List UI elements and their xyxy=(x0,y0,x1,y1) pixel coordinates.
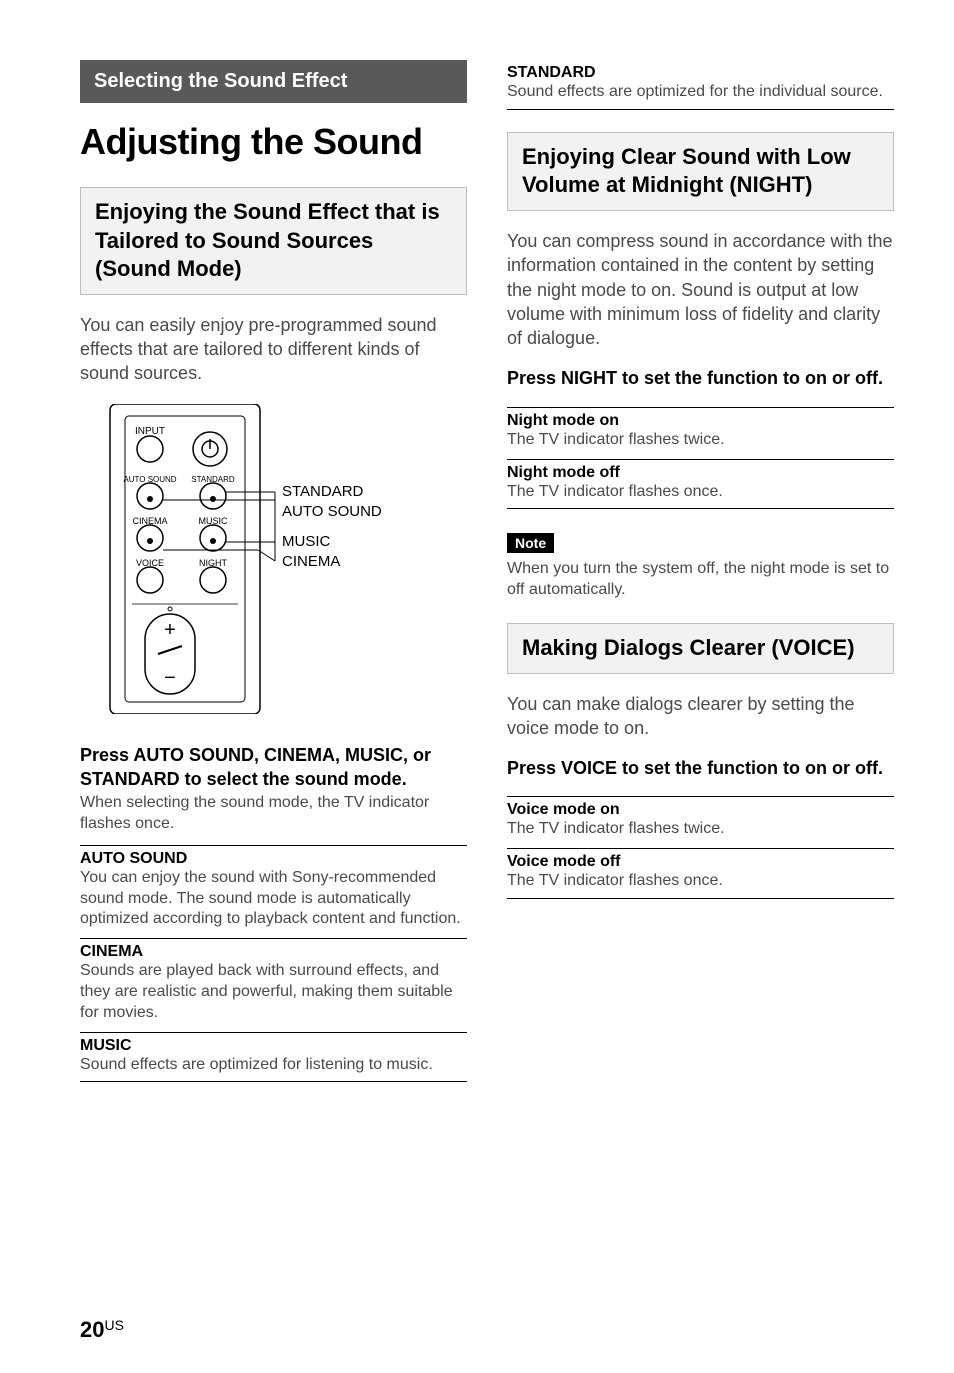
callout-auto-sound: AUTO SOUND xyxy=(282,503,382,520)
mode-desc: The TV indicator flashes once. xyxy=(507,871,894,892)
mode-title: CINEMA xyxy=(80,943,467,961)
sound-mode-instruction: Press AUTO SOUND, CINEMA, MUSIC, or STAN… xyxy=(80,743,467,792)
night-mode-off: Night mode off The TV indicator flashes … xyxy=(507,459,894,510)
mode-title: Night mode on xyxy=(507,412,894,430)
mode-desc: The TV indicator flashes twice. xyxy=(507,430,894,451)
mode-standard: STANDARD Sound effects are optimized for… xyxy=(507,60,894,110)
voice-body: You can make dialogs clearer by setting … xyxy=(507,692,894,741)
callout-standard: STANDARD xyxy=(282,483,364,500)
mode-title: MUSIC xyxy=(80,1037,467,1055)
night-heading: Enjoying Clear Sound with Low Volume at … xyxy=(507,132,894,211)
sound-mode-heading: Enjoying the Sound Effect that is Tailor… xyxy=(80,187,467,295)
sound-mode-instruction-sub: When selecting the sound mode, the TV in… xyxy=(80,793,467,835)
mode-music: MUSIC Sound effects are optimized for li… xyxy=(80,1032,467,1083)
mode-title: Voice mode off xyxy=(507,853,894,871)
mode-desc: Sound effects are optimized for the indi… xyxy=(507,82,894,103)
voice-heading: Making Dialogs Clearer (VOICE) xyxy=(507,623,894,674)
sound-mode-intro: You can easily enjoy pre-programmed soun… xyxy=(80,313,467,386)
voice-mode-on: Voice mode on The TV indicator flashes t… xyxy=(507,796,894,840)
mode-cinema: CINEMA Sounds are played back with surro… xyxy=(80,938,467,1023)
night-mode-on: Night mode on The TV indicator flashes t… xyxy=(507,407,894,451)
svg-text:−: − xyxy=(164,667,176,689)
voice-mode-off: Voice mode off The TV indicator flashes … xyxy=(507,848,894,899)
night-body: You can compress sound in accordance wit… xyxy=(507,229,894,350)
mode-title: Night mode off xyxy=(507,464,894,482)
page-number: 20US xyxy=(80,1317,124,1343)
mode-auto-sound: AUTO SOUND You can enjoy the sound with … xyxy=(80,845,467,930)
night-instruction: Press NIGHT to set the function to on or… xyxy=(507,366,894,390)
right-column: STANDARD Sound effects are optimized for… xyxy=(507,60,894,1090)
mode-desc: You can enjoy the sound with Sony-recomm… xyxy=(80,868,467,930)
voice-instruction: Press VOICE to set the function to on or… xyxy=(507,756,894,780)
mode-desc: The TV indicator flashes twice. xyxy=(507,819,894,840)
callout-music: MUSIC xyxy=(282,533,331,550)
mode-desc: Sound effects are optimized for listenin… xyxy=(80,1055,467,1076)
mode-title: STANDARD xyxy=(507,64,894,82)
mode-desc: The TV indicator flashes once. xyxy=(507,482,894,503)
mode-desc: Sounds are played back with surround eff… xyxy=(80,961,467,1023)
remote-figure: INPUT AUTO SOUND STANDARD CINEMA MUSIC xyxy=(100,404,467,719)
page-title: Adjusting the Sound xyxy=(80,121,467,163)
mode-title: AUTO SOUND xyxy=(80,850,467,868)
note-text: When you turn the system off, the night … xyxy=(507,559,894,601)
note-label: Note xyxy=(507,533,554,553)
section-bar: Selecting the Sound Effect xyxy=(80,60,467,103)
svg-text:+: + xyxy=(164,619,176,641)
left-column: Selecting the Sound Effect Adjusting the… xyxy=(80,60,467,1090)
mode-title: Voice mode on xyxy=(507,801,894,819)
callout-cinema: CINEMA xyxy=(282,553,340,570)
